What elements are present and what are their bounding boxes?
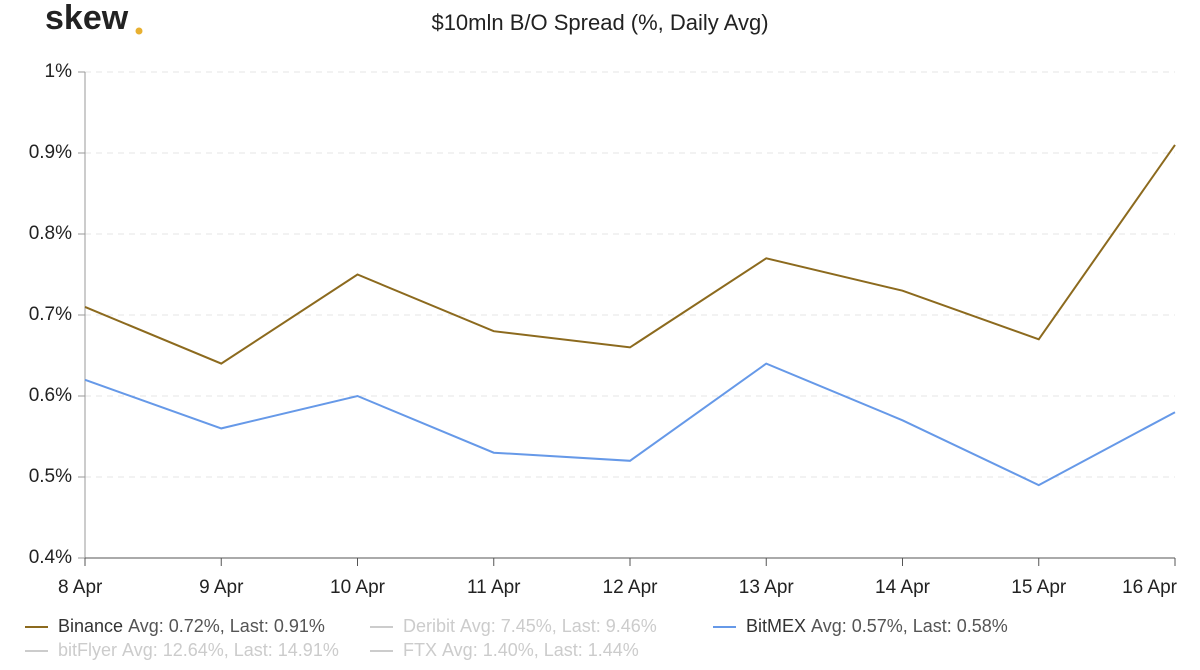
x-tick-label: 15 Apr — [1011, 577, 1067, 598]
x-tick-label: 14 Apr — [875, 577, 931, 598]
y-tick-label: 0.4% — [29, 547, 72, 568]
chart-title: $10mln B/O Spread (%, Daily Avg) — [431, 10, 768, 35]
y-tick-label: 0.5% — [29, 466, 72, 487]
legend-entry: FTX Avg: 1.40%, Last: 1.44% — [403, 640, 639, 660]
y-tick-label: 0.9% — [29, 142, 72, 163]
x-tick-label: 16 Apr — [1122, 577, 1178, 598]
legend-entry: Binance Avg: 0.72%, Last: 0.91% — [58, 616, 325, 636]
legend-name: bitFlyer — [58, 640, 117, 660]
series-line — [84, 362, 1176, 487]
y-tick-label: 0.7% — [29, 304, 72, 325]
legend-entry: Deribit Avg: 7.45%, Last: 9.46% — [403, 616, 657, 636]
legend-name: BitMEX — [746, 616, 806, 636]
x-tick-label: 11 Apr — [467, 577, 521, 598]
x-tick-label: 8 Apr — [58, 577, 103, 598]
legend-name: Binance — [58, 616, 123, 636]
series-line — [84, 144, 1176, 365]
y-tick-label: 1% — [45, 61, 73, 82]
x-tick-label: 10 Apr — [330, 577, 386, 598]
legend-stats: Avg: 7.45%, Last: 9.46% — [460, 616, 657, 636]
logo: skew — [45, 0, 129, 37]
x-tick-label: 9 Apr — [199, 577, 244, 598]
legend-stats: Avg: 12.64%, Last: 14.91% — [122, 640, 339, 660]
legend-name: Deribit — [403, 616, 455, 636]
legend-name: FTX — [403, 640, 437, 660]
legend-stats: Avg: 0.72%, Last: 0.91% — [128, 616, 325, 636]
y-tick-label: 0.6% — [29, 385, 72, 406]
legend-entry: BitMEX Avg: 0.57%, Last: 0.58% — [746, 616, 1008, 636]
x-tick-label: 13 Apr — [739, 577, 795, 598]
y-tick-label: 0.8% — [29, 223, 72, 244]
legend-stats: Avg: 1.40%, Last: 1.44% — [442, 640, 639, 660]
x-tick-label: 12 Apr — [603, 577, 659, 598]
logo-dot — [135, 27, 143, 35]
legend-stats: Avg: 0.57%, Last: 0.58% — [811, 616, 1008, 636]
legend-entry: bitFlyer Avg: 12.64%, Last: 14.91% — [58, 640, 339, 660]
